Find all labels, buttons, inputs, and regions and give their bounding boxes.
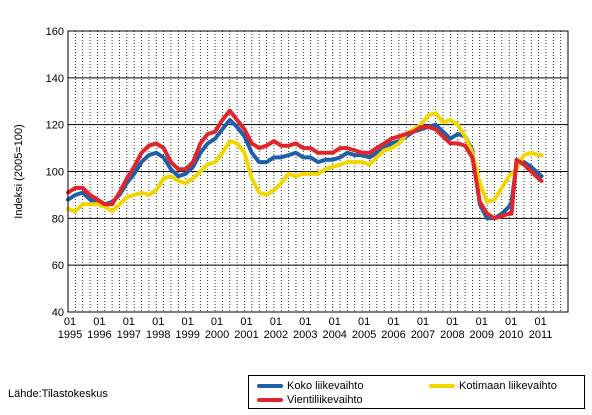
x-tick-month-label: 01	[417, 316, 429, 328]
x-tick-year-label: 2007	[411, 329, 435, 341]
x-tick-month-label: 01	[64, 316, 76, 328]
x-tick-month-label: 01	[299, 316, 311, 328]
x-tick-year-label: 1999	[175, 329, 199, 341]
x-tick-month-label: 01	[446, 316, 458, 328]
series-line-1	[66, 111, 544, 214]
x-tick-year-label: 2010	[499, 329, 523, 341]
x-tick-year-label: 2001	[234, 329, 258, 341]
x-tick-month-label: 01	[270, 316, 282, 328]
x-tick-year-label: 1995	[58, 329, 82, 341]
x-tick-year-label: 2008	[440, 329, 464, 341]
x-tick-year-label: 2000	[205, 329, 229, 341]
x-tick-month-label: 01	[211, 316, 223, 328]
legend-swatch-vienti	[257, 398, 283, 402]
x-tick-year-label: 1997	[117, 329, 141, 341]
x-tick-year-label: 2011	[529, 329, 553, 341]
plot-frame	[67, 30, 569, 313]
x-tick-year-label: 2006	[381, 329, 405, 341]
x-tick-year-label: 1998	[146, 329, 170, 341]
y-axis-label: Indeksi (2005=100)	[13, 124, 25, 218]
y-tick-label: 40	[52, 307, 64, 319]
x-tick-month-label: 01	[152, 316, 164, 328]
x-tick-year-label: 2005	[352, 329, 376, 341]
legend-swatch-koko	[257, 384, 283, 388]
y-tick-labels: 40 60 80 100 120 140 160	[46, 26, 64, 319]
x-tick-month-label: 01	[534, 316, 546, 328]
x-tick-month-label: 01	[240, 316, 252, 328]
series-line-0	[66, 118, 544, 221]
x-tick-month-label: 01	[329, 316, 341, 328]
x-tick-year-label: 2009	[470, 329, 494, 341]
y-tick-label: 160	[46, 26, 64, 38]
series-lines	[66, 108, 544, 221]
legend-label-vienti: Vientiliikevaihto	[287, 394, 363, 406]
source-note: Lähde:Tilastokeskus	[8, 388, 108, 400]
x-tick-month-label: 01	[505, 316, 517, 328]
legend-label-kotimaan: Kotimaan liikevaihto	[459, 380, 557, 392]
x-tick-month-label: 01	[93, 316, 105, 328]
x-tick-year-label: 2002	[264, 329, 288, 341]
x-tick-month-label: 01	[182, 316, 194, 328]
y-tick-label: 100	[46, 167, 64, 179]
y-tick-label: 140	[46, 73, 64, 85]
y-tick-label: 60	[52, 260, 64, 272]
legend-item-koko: Koko liikevaihto	[257, 380, 363, 392]
legend: Koko liikevaihto Kotimaan liikevaihto Vi…	[248, 375, 585, 409]
x-tick-labels: 0119950119960119970119980119990120000120…	[58, 316, 553, 341]
series-line-2	[66, 108, 544, 221]
y-tick-label: 80	[52, 213, 64, 225]
legend-item-vienti: Vientiliikevaihto	[257, 394, 363, 406]
x-tick-month-label: 01	[358, 316, 370, 328]
legend-item-kotimaan: Kotimaan liikevaihto	[429, 380, 557, 392]
y-tick-label: 120	[46, 120, 64, 132]
x-tick-year-label: 1996	[87, 329, 111, 341]
legend-label-koko: Koko liikevaihto	[287, 380, 364, 392]
x-tick-month-label: 01	[123, 316, 135, 328]
legend-swatch-kotimaan	[429, 384, 455, 388]
x-tick-year-label: 2003	[293, 329, 317, 341]
x-tick-month-label: 01	[387, 316, 399, 328]
x-tick-year-label: 2004	[322, 329, 346, 341]
x-tick-month-label: 01	[476, 316, 488, 328]
